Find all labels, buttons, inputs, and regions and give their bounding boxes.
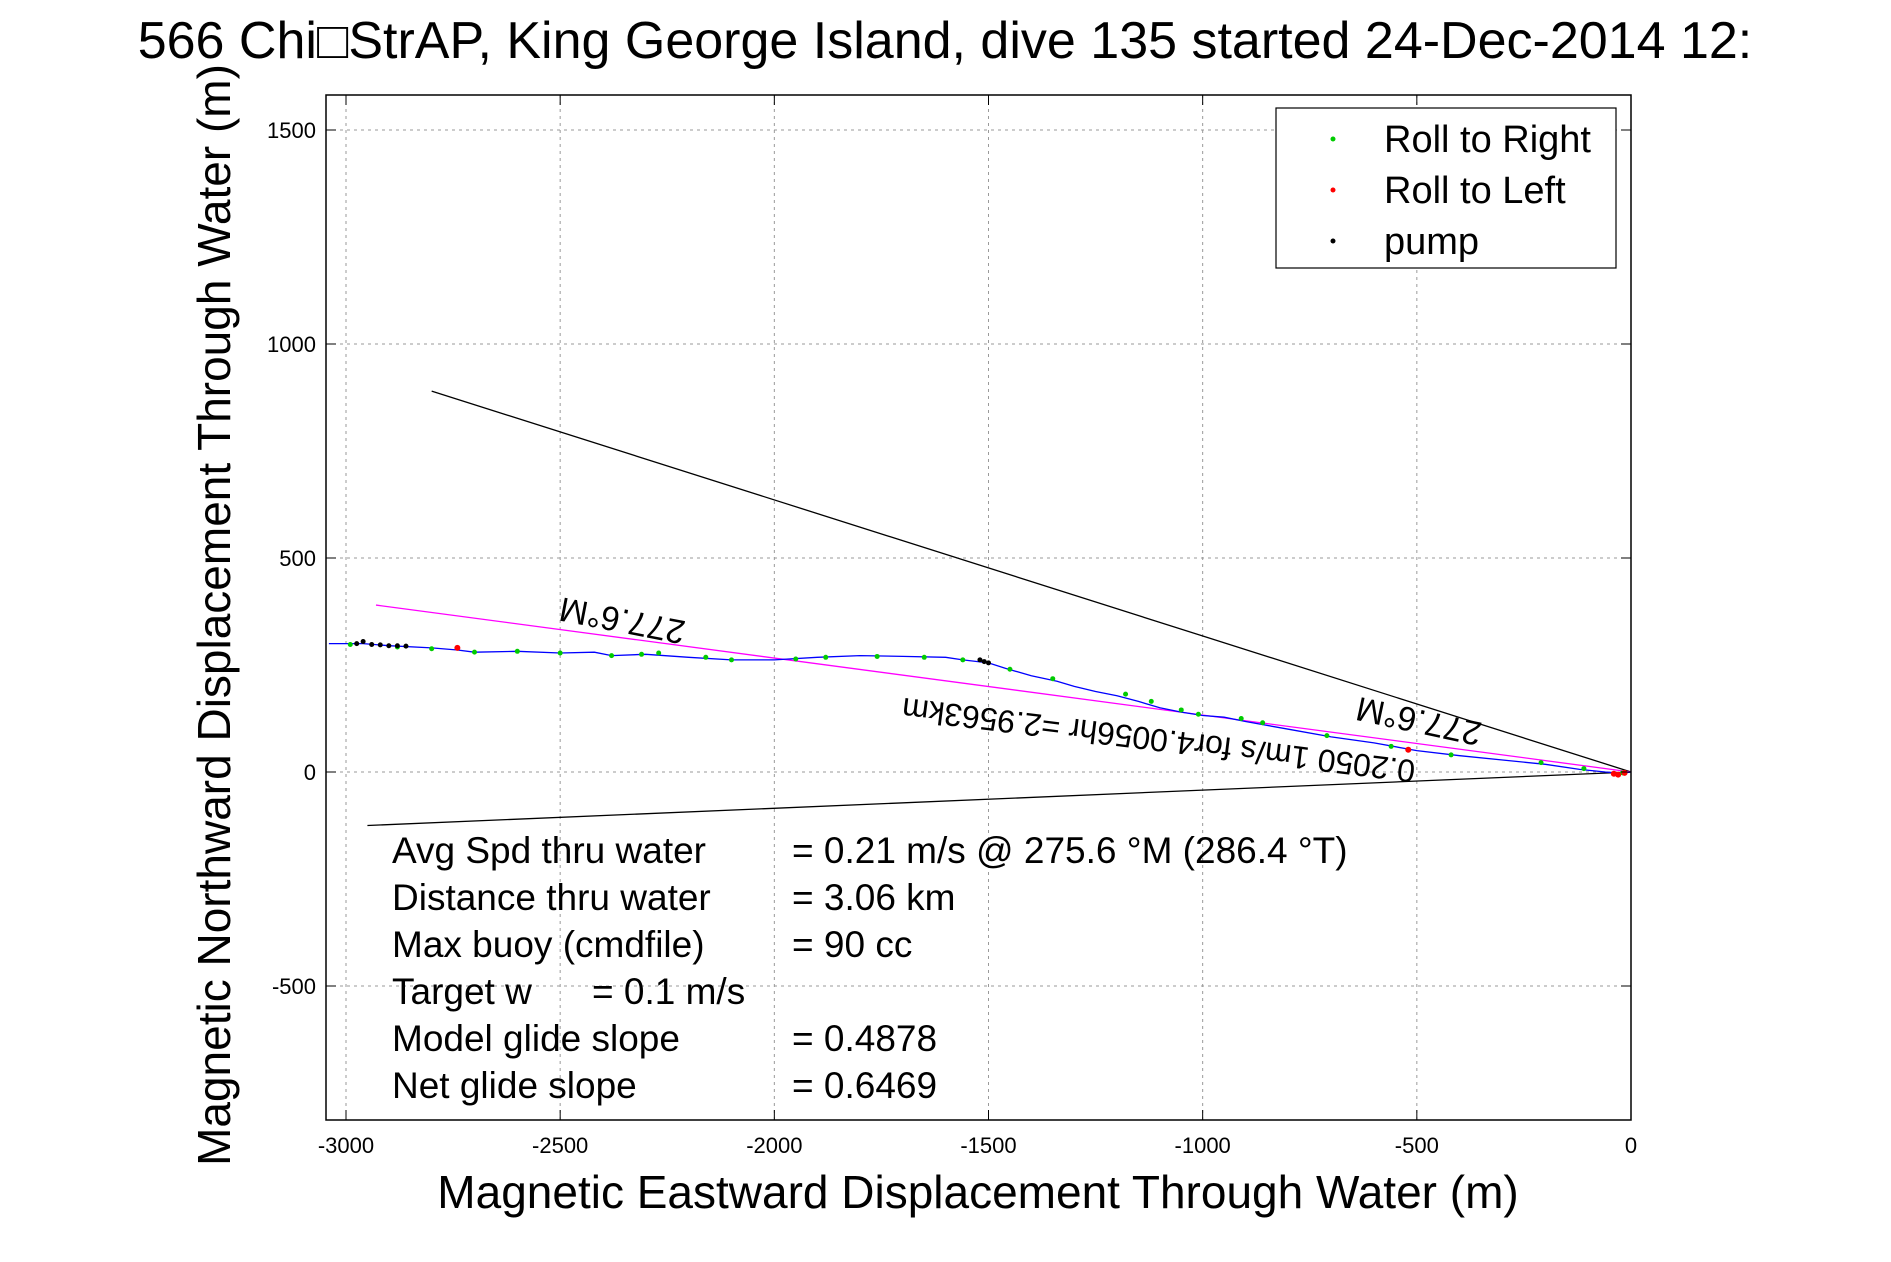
- roll-right-point: [793, 656, 799, 662]
- roll-right-point: [639, 651, 645, 657]
- roll-right-point: [1238, 716, 1244, 721]
- markers: [347, 638, 1628, 778]
- y-tick-label: 1500: [267, 118, 316, 143]
- roll-right-point: [960, 657, 966, 663]
- legend-marker: [1330, 187, 1336, 193]
- roll-right-point: [874, 653, 880, 659]
- x-tick-label: -1000: [1175, 1133, 1231, 1158]
- roll-right-point: [921, 654, 927, 660]
- stat-value: = 0.6469: [792, 1065, 937, 1106]
- legend: Roll to Right Roll to Left pump: [1275, 107, 1617, 269]
- pump-point: [369, 641, 375, 647]
- reference-line: [431, 390, 1632, 773]
- stat-value: = 0.1 m/s: [592, 971, 745, 1012]
- y-tick-label: 0: [304, 760, 316, 785]
- roll-right-point: [429, 646, 435, 652]
- roll-left-point: [1621, 769, 1628, 776]
- x-tick-label: -2500: [532, 1133, 588, 1158]
- stat-value: = 90 cc: [792, 924, 912, 965]
- x-tick-label: -500: [1395, 1133, 1439, 1158]
- roll-right-point: [1195, 711, 1201, 717]
- roll-right-point: [1007, 666, 1013, 672]
- roll-right-point: [557, 650, 563, 656]
- roll-right-point: [1178, 707, 1184, 713]
- roll-right-point: [1581, 766, 1587, 772]
- roll-right-point: [729, 657, 734, 663]
- legend-marker: [1330, 238, 1336, 244]
- plot-frame: [325, 94, 1632, 1121]
- stat-value: = 0.21 m/s @ 275.6 °M (286.4 °T): [792, 830, 1348, 871]
- legend-label: pump: [1384, 221, 1479, 263]
- pump-point: [394, 643, 400, 649]
- roll-right-point: [1324, 733, 1330, 739]
- roll-right-point: [1538, 760, 1544, 766]
- pump-point: [986, 660, 991, 666]
- reference-line: [375, 604, 1632, 773]
- pump-point: [403, 643, 409, 649]
- reference-lines: [367, 390, 1632, 827]
- roll-right-point: [703, 654, 709, 660]
- pump-point: [386, 643, 392, 649]
- y-tick-label: 1000: [267, 332, 316, 357]
- x-ticks: -3000 -2500 -2000 -1500 -1000 -500 0: [318, 95, 1637, 1158]
- stat-value: = 3.06 km: [792, 877, 956, 918]
- pump-point: [360, 638, 366, 644]
- roll-right-point: [1148, 698, 1154, 704]
- stat-label: Distance thru water: [392, 877, 711, 918]
- roll-right-point: [1388, 743, 1394, 749]
- pump-point: [977, 657, 983, 663]
- roll-right-point: [514, 648, 520, 654]
- y-axis-label: Magnetic Northward Displacement Through …: [188, 64, 240, 1166]
- grid: [326, 95, 1632, 1120]
- x-tick-label: -2000: [746, 1133, 802, 1158]
- stats-block: Avg Spd thru water = 0.21 m/s @ 275.6 °M …: [392, 830, 1348, 1106]
- y-tick-label: 500: [279, 546, 316, 571]
- legend-label: Roll to Left: [1384, 170, 1566, 212]
- roll-right-point: [1123, 691, 1129, 697]
- roll-right-point: [656, 650, 662, 656]
- roll-left-point: [1405, 746, 1412, 753]
- chart-title: 566 Chi□StrAP, King George Island, dive …: [138, 12, 1753, 70]
- roll-right-point: [823, 654, 829, 660]
- roll-right-point: [1260, 720, 1266, 726]
- x-tick-label: 0: [1625, 1133, 1637, 1158]
- stat-label: Net glide slope: [392, 1065, 637, 1106]
- x-tick-label: -3000: [318, 1133, 374, 1158]
- legend-label: Roll to Right: [1384, 119, 1591, 161]
- roll-right-point: [1050, 676, 1056, 682]
- x-axis-label: Magnetic Eastward Displacement Through W…: [437, 1166, 1518, 1218]
- roll-left-point: [1615, 771, 1622, 778]
- legend-marker: [1330, 136, 1336, 142]
- pump-point: [981, 659, 987, 665]
- x-tick-label: -1500: [960, 1133, 1016, 1158]
- stat-label: Model glide slope: [392, 1018, 680, 1059]
- stat-label: Avg Spd thru water: [392, 830, 706, 871]
- roll-left-point: [454, 644, 461, 651]
- pump-point: [377, 642, 383, 648]
- reference-line: [367, 771, 1632, 827]
- roll-right-point: [472, 649, 477, 655]
- stat-value: = 0.4878: [792, 1018, 937, 1059]
- y-tick-label: -500: [272, 974, 316, 999]
- pump-point: [354, 641, 360, 647]
- y-ticks: -500 0 500 1000 1500: [267, 118, 1631, 999]
- roll-right-point: [609, 653, 615, 659]
- roll-right-point: [347, 641, 353, 647]
- roll-right-point: [1448, 752, 1454, 758]
- stat-label: Target w: [392, 971, 532, 1012]
- stat-label: Max buoy (cmdfile): [392, 924, 705, 965]
